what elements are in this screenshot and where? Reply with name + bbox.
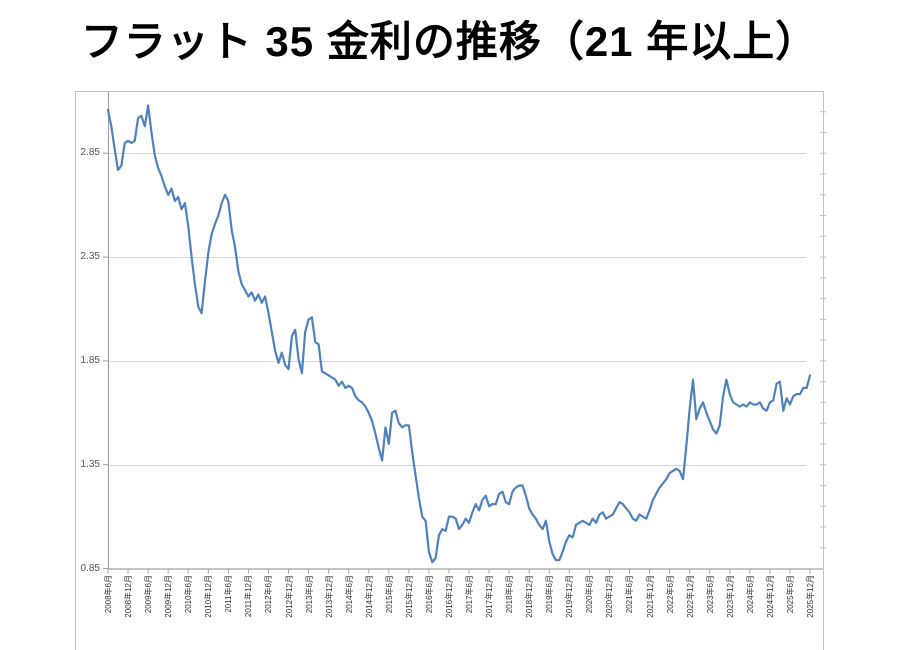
- x-tick-label: 2020年6月: [585, 575, 595, 614]
- x-tick-label: 2015年12月: [404, 575, 414, 618]
- chart-frame: [75, 91, 824, 650]
- x-tick-label: 2014年12月: [364, 575, 374, 618]
- x-tick-label: 2008年12月: [124, 575, 134, 618]
- y-tick-label: 0.85: [80, 562, 100, 574]
- x-tick-label: 2016年12月: [444, 575, 454, 618]
- x-tick-label: 2023年12月: [725, 575, 735, 618]
- x-tick-label: 2010年6月: [184, 575, 194, 614]
- x-tick-label: 2023年6月: [705, 575, 715, 614]
- x-tick-label: 2014年6月: [344, 575, 354, 614]
- x-tick-label: 2012年6月: [264, 575, 274, 614]
- x-tick-label: 2024年6月: [745, 575, 755, 614]
- x-tick-label: 2015年6月: [384, 575, 394, 614]
- x-tick-label: 2011年6月: [224, 575, 234, 613]
- chart-title: フラット 35 金利の推移（21 年以上）: [80, 18, 819, 65]
- x-tick-label: 2013年12月: [324, 575, 334, 618]
- x-tick-label: 2020年12月: [605, 575, 615, 618]
- x-tick-label: 2008年6月: [104, 575, 113, 614]
- x-tick-label: 2019年6月: [545, 575, 555, 614]
- x-tick-label: 2024年12月: [765, 575, 775, 618]
- x-tick-label: 2009年12月: [164, 575, 174, 618]
- x-tick-label: 2022年12月: [685, 575, 695, 618]
- x-tick-label: 2021年12月: [645, 575, 655, 618]
- x-tick-label: 2018年6月: [505, 575, 515, 614]
- rate-line-series: [106, 104, 812, 564]
- x-tick-label: 2017年6月: [465, 575, 475, 614]
- y-tick-label: 1.85: [80, 354, 100, 366]
- x-tick-label: 2016年6月: [424, 575, 434, 614]
- x-tick-label: 2019年12月: [565, 575, 575, 618]
- x-tick-label: 2011年12月: [244, 575, 254, 618]
- x-tick-label: 2010年12月: [204, 575, 214, 618]
- y-tick-label: 2.35: [80, 251, 100, 263]
- x-tick-label: 2012年12月: [284, 575, 294, 618]
- x-tick-label: 2022年6月: [665, 575, 675, 614]
- y-tick-label: 1.35: [80, 458, 100, 470]
- x-tick-label: 2018年12月: [525, 575, 535, 618]
- y-tick-label: 2.85: [80, 147, 100, 159]
- x-tick-label: 2013年6月: [304, 575, 314, 614]
- x-tick-label: 2021年6月: [625, 575, 635, 614]
- x-tick-label: 2025年6月: [785, 575, 795, 614]
- x-tick-label: 2009年6月: [144, 575, 154, 614]
- x-tick-label: 2017年12月: [485, 575, 495, 618]
- x-tick-label: 2025年12月: [806, 575, 815, 618]
